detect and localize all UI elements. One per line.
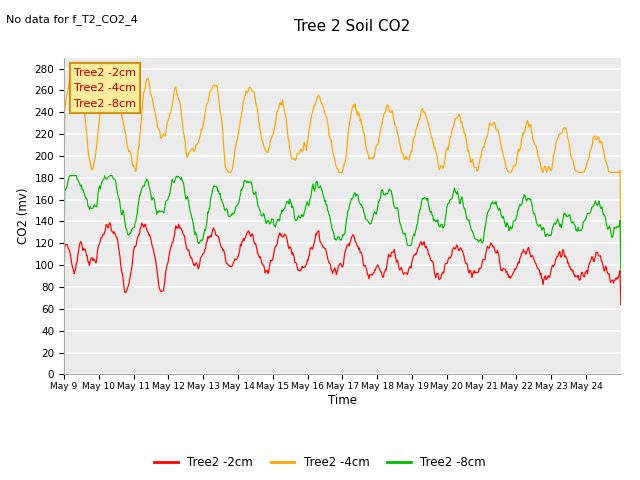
Tree2 -2cm (617, 302, 625, 308)
Line: Tree2 -4cm: Tree2 -4cm (64, 74, 621, 238)
Tree2 -2cm (228, 263, 236, 268)
Tree2 -8cm (60, 249, 68, 255)
Tree2 -2cm (60, 285, 68, 290)
Legend: Tree2 -2cm, Tree2 -4cm, Tree2 -8cm: Tree2 -2cm, Tree2 -4cm, Tree2 -8cm (149, 452, 491, 474)
Tree2 -8cm (66, 173, 74, 179)
Line: Tree2 -2cm: Tree2 -2cm (64, 223, 621, 305)
Tree2 -4cm (277, 100, 285, 106)
Tree2 -4cm (256, 126, 264, 132)
Tree2 -2cm (432, 275, 440, 281)
Tree2 -4cm (432, 147, 440, 153)
Tree2 -4cm (126, 148, 134, 154)
Tree2 -8cm (126, 230, 134, 236)
Line: Tree2 -8cm: Tree2 -8cm (64, 176, 621, 270)
Tree2 -4cm (60, 197, 68, 203)
Tree2 -2cm (401, 270, 408, 276)
Legend: Tree2 -2cm, Tree2 -4cm, Tree2 -8cm: Tree2 -2cm, Tree2 -4cm, Tree2 -8cm (70, 63, 140, 113)
Tree2 -2cm (277, 231, 285, 237)
Tree2 -8cm (228, 210, 236, 216)
Tree2 -4cm (228, 166, 236, 172)
Tree2 -4cm (617, 235, 625, 241)
Tree2 -8cm (256, 208, 264, 214)
Tree2 -2cm (126, 275, 134, 280)
Tree2 -2cm (106, 220, 113, 226)
Tree2 -8cm (617, 267, 625, 273)
Tree2 -8cm (401, 231, 408, 237)
Tree2 -8cm (277, 211, 285, 216)
Tree2 -4cm (68, 71, 76, 77)
Text: Tree 2 Soil CO2: Tree 2 Soil CO2 (294, 19, 410, 34)
Tree2 -4cm (401, 156, 408, 162)
Text: No data for f_T2_CO2_4: No data for f_T2_CO2_4 (6, 14, 138, 25)
Tree2 -2cm (256, 253, 264, 259)
Tree2 -8cm (432, 219, 440, 225)
Y-axis label: CO2 (mv): CO2 (mv) (17, 188, 30, 244)
X-axis label: Time: Time (328, 394, 357, 407)
